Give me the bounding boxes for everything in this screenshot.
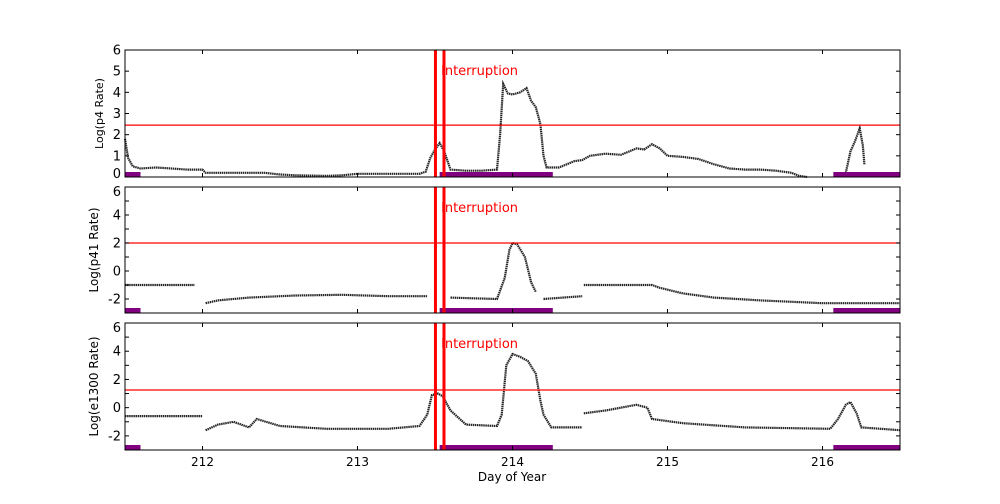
y-tick-label: 6 bbox=[113, 321, 121, 336]
y-axis-label: Log(p41 Rate) bbox=[87, 207, 101, 292]
purple-bar bbox=[439, 172, 553, 177]
x-tick-label: 212 bbox=[191, 455, 214, 469]
x-tick-label: 213 bbox=[346, 455, 369, 469]
purple-bar bbox=[833, 172, 900, 177]
purple-bar bbox=[125, 308, 141, 313]
y-tick-label: 4 bbox=[113, 209, 121, 224]
y-tick-label: 6 bbox=[113, 185, 121, 200]
y-tick-label: 2 bbox=[113, 237, 121, 252]
interruption-label: Interruption bbox=[441, 64, 518, 79]
data-series-1 bbox=[123, 79, 866, 179]
x-axis-label: Day of Year bbox=[478, 470, 546, 484]
interruption-label: Interruption bbox=[441, 337, 518, 352]
x-tick-label: 214 bbox=[501, 455, 524, 469]
purple-bar bbox=[439, 445, 553, 450]
y-tick-label: 4 bbox=[113, 86, 121, 101]
purple-bar bbox=[125, 172, 141, 177]
y-tick-label: 5 bbox=[113, 65, 121, 80]
y-tick-label: 6 bbox=[113, 44, 121, 59]
y-tick-label: -2 bbox=[108, 293, 121, 308]
purple-bar bbox=[833, 445, 900, 450]
y-tick-label: 2 bbox=[113, 128, 121, 143]
data-series-2 bbox=[125, 241, 900, 305]
x-tick-label: 215 bbox=[656, 455, 679, 469]
purple-bar bbox=[439, 308, 553, 313]
y-tick-label: 4 bbox=[113, 345, 121, 360]
y-tick-label: 0 bbox=[113, 401, 121, 416]
y-tick-label: 2 bbox=[113, 373, 121, 388]
y-axis-label: Log(p4 Rate) bbox=[93, 78, 106, 149]
y-tick-label: 3 bbox=[113, 107, 121, 122]
interruption-label: Interruption bbox=[441, 201, 518, 216]
y-tick-label: 0 bbox=[113, 265, 121, 280]
y-tick-label: 0 bbox=[113, 167, 121, 182]
y-tick-label: 1 bbox=[113, 149, 121, 164]
y-axis-label: Log(e1300 Rate) bbox=[87, 336, 101, 436]
x-tick-label: 216 bbox=[811, 455, 834, 469]
purple-bar bbox=[833, 308, 900, 313]
y-tick-label: -2 bbox=[108, 429, 121, 444]
purple-bar bbox=[125, 445, 141, 450]
data-series-3 bbox=[125, 352, 901, 432]
